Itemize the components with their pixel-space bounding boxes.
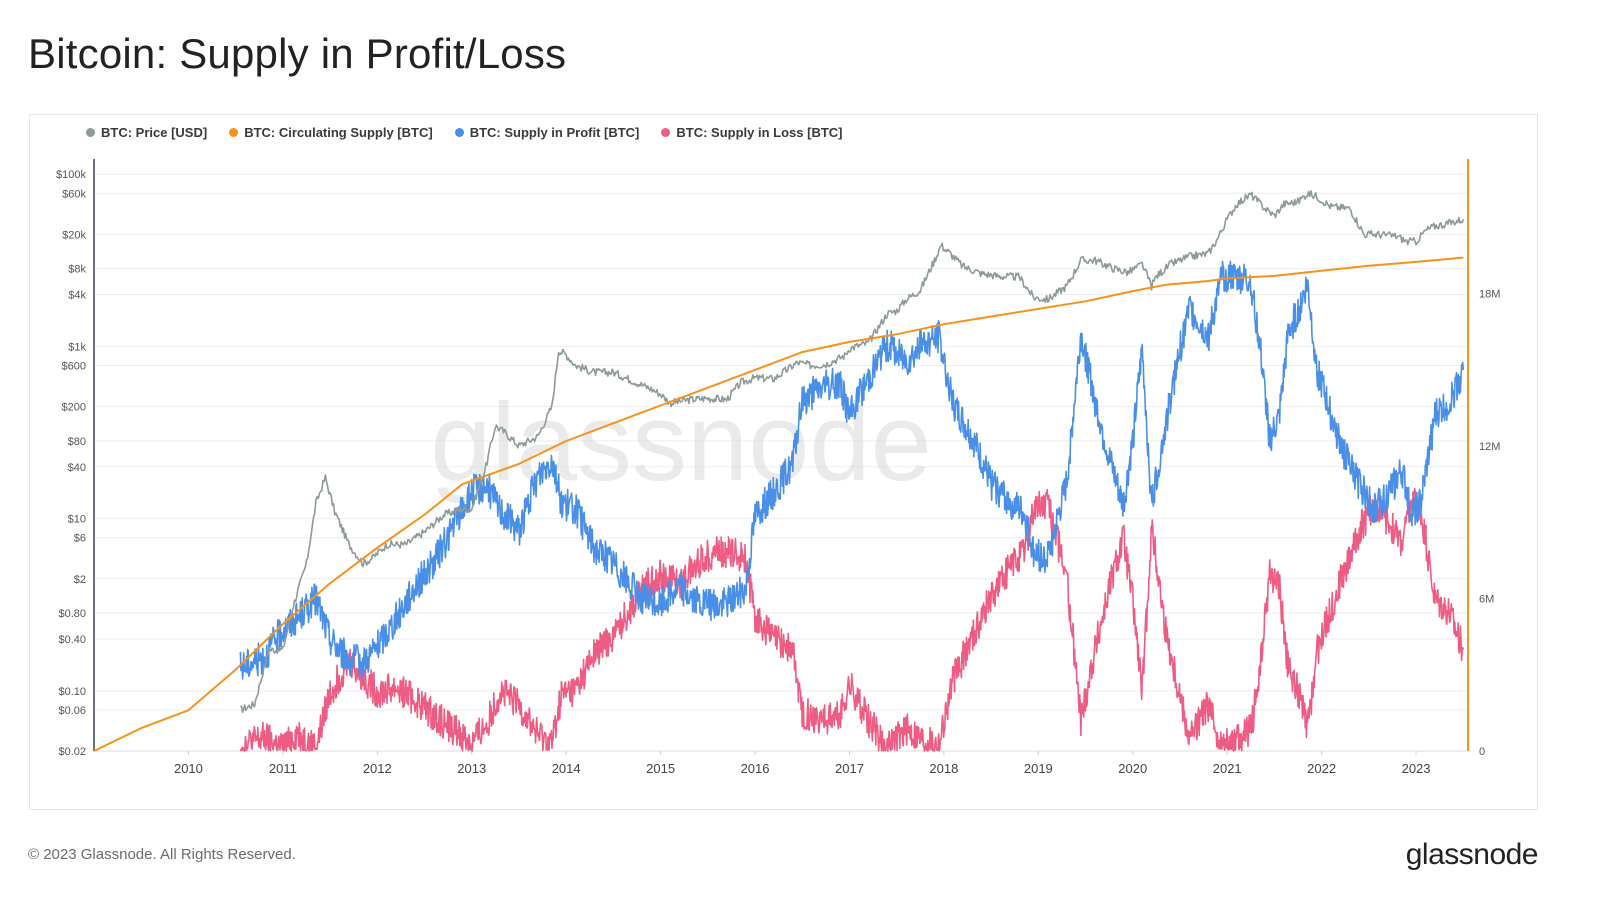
left-tick-label-7: $200 [62,402,86,414]
chart-legend: BTC: Price [USD] BTC: Circulating Supply… [86,125,843,140]
x-tick-label-9: 2019 [1024,761,1053,776]
series-price-line [239,190,1465,714]
left-tick-label-16: $0.06 [58,705,86,717]
left-tick-label-10: $10 [68,514,86,526]
legend-circulating-supply-swatch [229,128,239,137]
left-tick-label-5: $1k [68,341,86,353]
left-tick-label-17: $0.02 [58,746,86,758]
left-tick-label-12: $2 [74,574,86,586]
left-tick-label-11: $6 [74,533,86,545]
left-tick-label-1: $60k [62,188,86,200]
left-tick-label-4: $4k [68,290,86,302]
x-tick-label-6: 2016 [741,761,770,776]
left-tick-label-9: $40 [68,462,86,474]
left-tick-label-6: $600 [62,360,86,372]
left-tick-label-0: $100k [56,169,86,181]
left-tick-label-3: $8k [68,264,86,276]
glassnode-logo[interactable]: glassnode [1405,838,1539,871]
x-tick-label-10: 2020 [1118,761,1147,776]
left-tick-label-2: $20k [62,229,86,241]
right-tick-label-3: 0 [1479,746,1485,758]
series-supply-in-loss-line [239,487,1465,752]
x-tick-label-5: 2015 [646,761,675,776]
left-tick-label-8: $80 [68,436,86,448]
x-tick-label-1: 2011 [269,761,297,776]
right-tick-label-0: 18M [1479,289,1500,301]
legend-item-price[interactable]: BTC: Price [USD] [86,125,207,140]
left-tick-label-13: $0.80 [58,608,86,620]
right-tick-label-1: 12M [1479,441,1500,453]
legend-supply-in-profit-label: BTC: Supply in Profit [BTC] [469,125,640,140]
right-tick-label-2: 6M [1479,594,1494,606]
legend-price-label: BTC: Price [USD] [101,125,208,140]
page-title: Bitcoin: Supply in Profit/Loss [28,30,567,77]
copyright-text: © 2023 Glassnode. All Rights Reserved. [28,846,296,863]
x-tick-label-12: 2022 [1307,761,1336,776]
left-tick-label-15: $0.10 [58,686,86,698]
legend-circulating-supply-label: BTC: Circulating Supply [BTC] [244,125,433,140]
x-tick-label-13: 2023 [1402,761,1431,776]
chart-svg: glassnode$100k$60k$20k$8k$4k$1k$600$200$… [56,159,1500,776]
x-tick-label-11: 2021 [1213,761,1242,776]
x-tick-label-8: 2018 [929,761,958,776]
x-tick-label-3: 2013 [457,761,486,776]
chart-panel: BTC: Price [USD] BTC: Circulating Supply… [29,114,1538,810]
left-tick-label-14: $0.40 [58,634,86,646]
legend-item-supply-in-loss[interactable]: BTC: Supply in Loss [BTC] [661,125,843,140]
series-circulating-supply-line [93,256,1464,752]
series-supply-in-profit-line [239,260,1465,680]
legend-price-swatch [86,128,95,137]
x-tick-label-7: 2017 [835,761,864,776]
legend-supply-in-loss-label: BTC: Supply in Loss [BTC] [676,125,843,140]
legend-supply-in-profit-swatch [454,128,464,137]
legend-item-supply-in-profit[interactable]: BTC: Supply in Profit [BTC] [454,125,640,140]
x-tick-label-4: 2014 [552,761,581,776]
x-tick-label-0: 2010 [174,761,203,776]
legend-item-circulating-supply[interactable]: BTC: Circulating Supply [BTC] [229,125,433,140]
x-tick-label-2: 2012 [363,761,392,776]
legend-supply-in-loss-swatch [661,128,671,137]
